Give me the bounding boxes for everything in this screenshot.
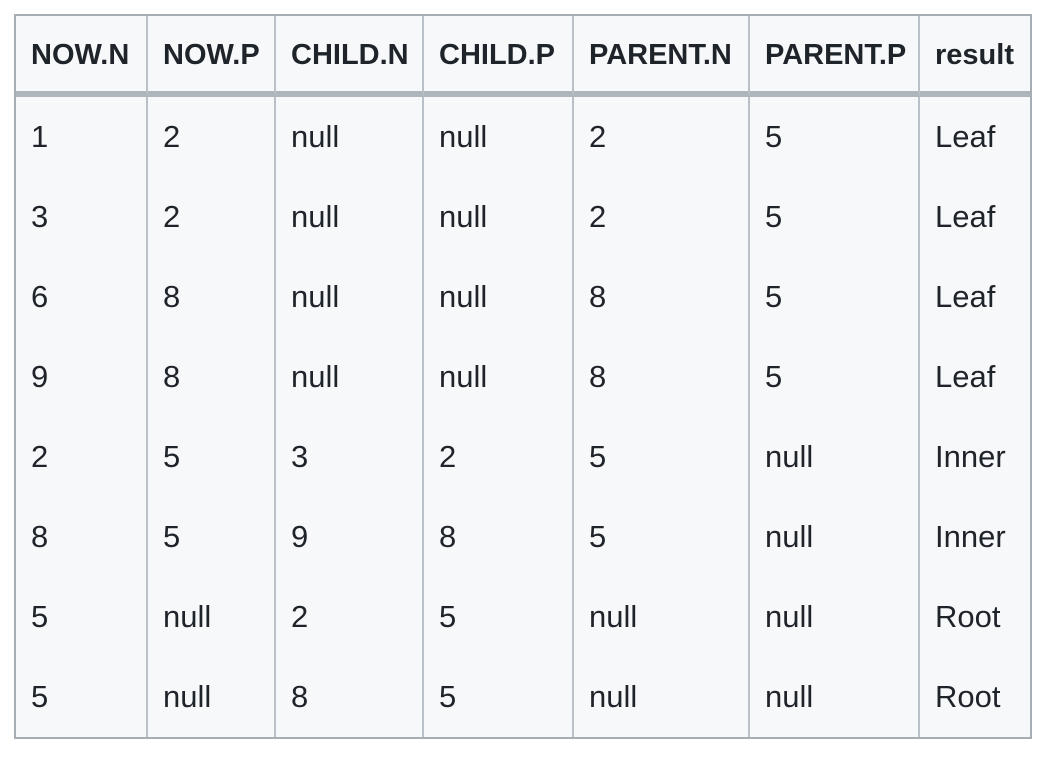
table-cell: 8 xyxy=(148,257,276,337)
table-header: NOW.N NOW.P CHILD.N CHILD.P PARENT.N PAR… xyxy=(16,16,1030,97)
table-cell: 8 xyxy=(424,497,574,577)
table-row: 3 2 null null 2 5 Leaf xyxy=(16,177,1030,257)
table-cell: null xyxy=(574,657,750,737)
table-cell: 9 xyxy=(276,497,424,577)
table-cell: 2 xyxy=(16,417,148,497)
table-cell: 5 xyxy=(148,417,276,497)
column-header-now-p: NOW.P xyxy=(148,16,276,97)
column-header-now-n: NOW.N xyxy=(16,16,148,97)
table-cell: 5 xyxy=(424,577,574,657)
table-cell: Leaf xyxy=(935,199,996,234)
table-row: 2 5 3 2 5 null Inner xyxy=(16,417,1030,497)
table-cell: Inner xyxy=(935,439,1006,474)
table-cell: null xyxy=(750,497,920,577)
table-cell: null xyxy=(750,577,920,657)
table-cell: null xyxy=(276,337,424,417)
table-cell: null xyxy=(424,337,574,417)
table-row: 5 null 2 5 null null Root xyxy=(16,577,1030,657)
table-cell: 5 xyxy=(750,177,920,257)
table-cell: null xyxy=(276,97,424,177)
table-cell: 2 xyxy=(574,177,750,257)
table-cell: Root xyxy=(935,599,1001,634)
table-cell: 5 xyxy=(148,497,276,577)
table-cell: 6 xyxy=(16,257,148,337)
table-body: 1 2 null null 2 5 Leaf 3 2 null null 2 5 Leaf 6 8 null nu… xyxy=(16,97,1030,737)
table-cell: 9 xyxy=(16,337,148,417)
table-cell: Leaf xyxy=(935,119,996,154)
table-cell: 8 xyxy=(574,257,750,337)
table-row: 1 2 null null 2 5 Leaf xyxy=(16,97,1030,177)
table-cell: null xyxy=(276,177,424,257)
table-row: 9 8 null null 8 5 Leaf xyxy=(16,337,1030,417)
table-cell: 2 xyxy=(148,177,276,257)
column-header-result: result xyxy=(920,16,1030,97)
table-cell: null xyxy=(424,97,574,177)
table-cell: 5 xyxy=(750,257,920,337)
table-cell: 5 xyxy=(750,337,920,417)
table-cell: null xyxy=(148,577,276,657)
table-cell: 2 xyxy=(424,417,574,497)
column-header-child-n: CHILD.N xyxy=(276,16,424,97)
table-cell: null xyxy=(276,257,424,337)
table-cell: Leaf xyxy=(935,279,996,314)
table-cell: 8 xyxy=(574,337,750,417)
table-cell: null xyxy=(424,257,574,337)
column-header-parent-n: PARENT.N xyxy=(574,16,750,97)
table-cell: 2 xyxy=(574,97,750,177)
column-header-child-p: CHILD.P xyxy=(424,16,574,97)
table-cell: 5 xyxy=(16,657,148,737)
table-cell: null xyxy=(750,657,920,737)
table-cell: null xyxy=(148,657,276,737)
table-cell: 3 xyxy=(276,417,424,497)
table-row: 6 8 null null 8 5 Leaf xyxy=(16,257,1030,337)
table-cell: 5 xyxy=(574,417,750,497)
data-table: NOW.N NOW.P CHILD.N CHILD.P PARENT.N PAR… xyxy=(14,14,1032,739)
table-cell: null xyxy=(574,577,750,657)
table-cell: null xyxy=(424,177,574,257)
table-cell: Root xyxy=(935,679,1001,714)
table-cell: 8 xyxy=(276,657,424,737)
table-cell: 8 xyxy=(148,337,276,417)
column-header-parent-p: PARENT.P xyxy=(750,16,920,97)
table-cell: 5 xyxy=(750,97,920,177)
table-cell: 1 xyxy=(16,97,148,177)
table-cell: 8 xyxy=(16,497,148,577)
table-cell: 2 xyxy=(276,577,424,657)
table-cell: 3 xyxy=(16,177,148,257)
table-cell: null xyxy=(750,417,920,497)
table-cell: 5 xyxy=(16,577,148,657)
table-cell: 5 xyxy=(574,497,750,577)
header-row: NOW.N NOW.P CHILD.N CHILD.P PARENT.N PAR… xyxy=(16,16,1030,97)
table-cell: 5 xyxy=(424,657,574,737)
table-cell: Inner xyxy=(935,519,1006,554)
table-cell: 2 xyxy=(148,97,276,177)
table-row: 8 5 9 8 5 null Inner xyxy=(16,497,1030,577)
table-row: 5 null 8 5 null null Root xyxy=(16,657,1030,737)
table-cell: Leaf xyxy=(935,359,996,394)
